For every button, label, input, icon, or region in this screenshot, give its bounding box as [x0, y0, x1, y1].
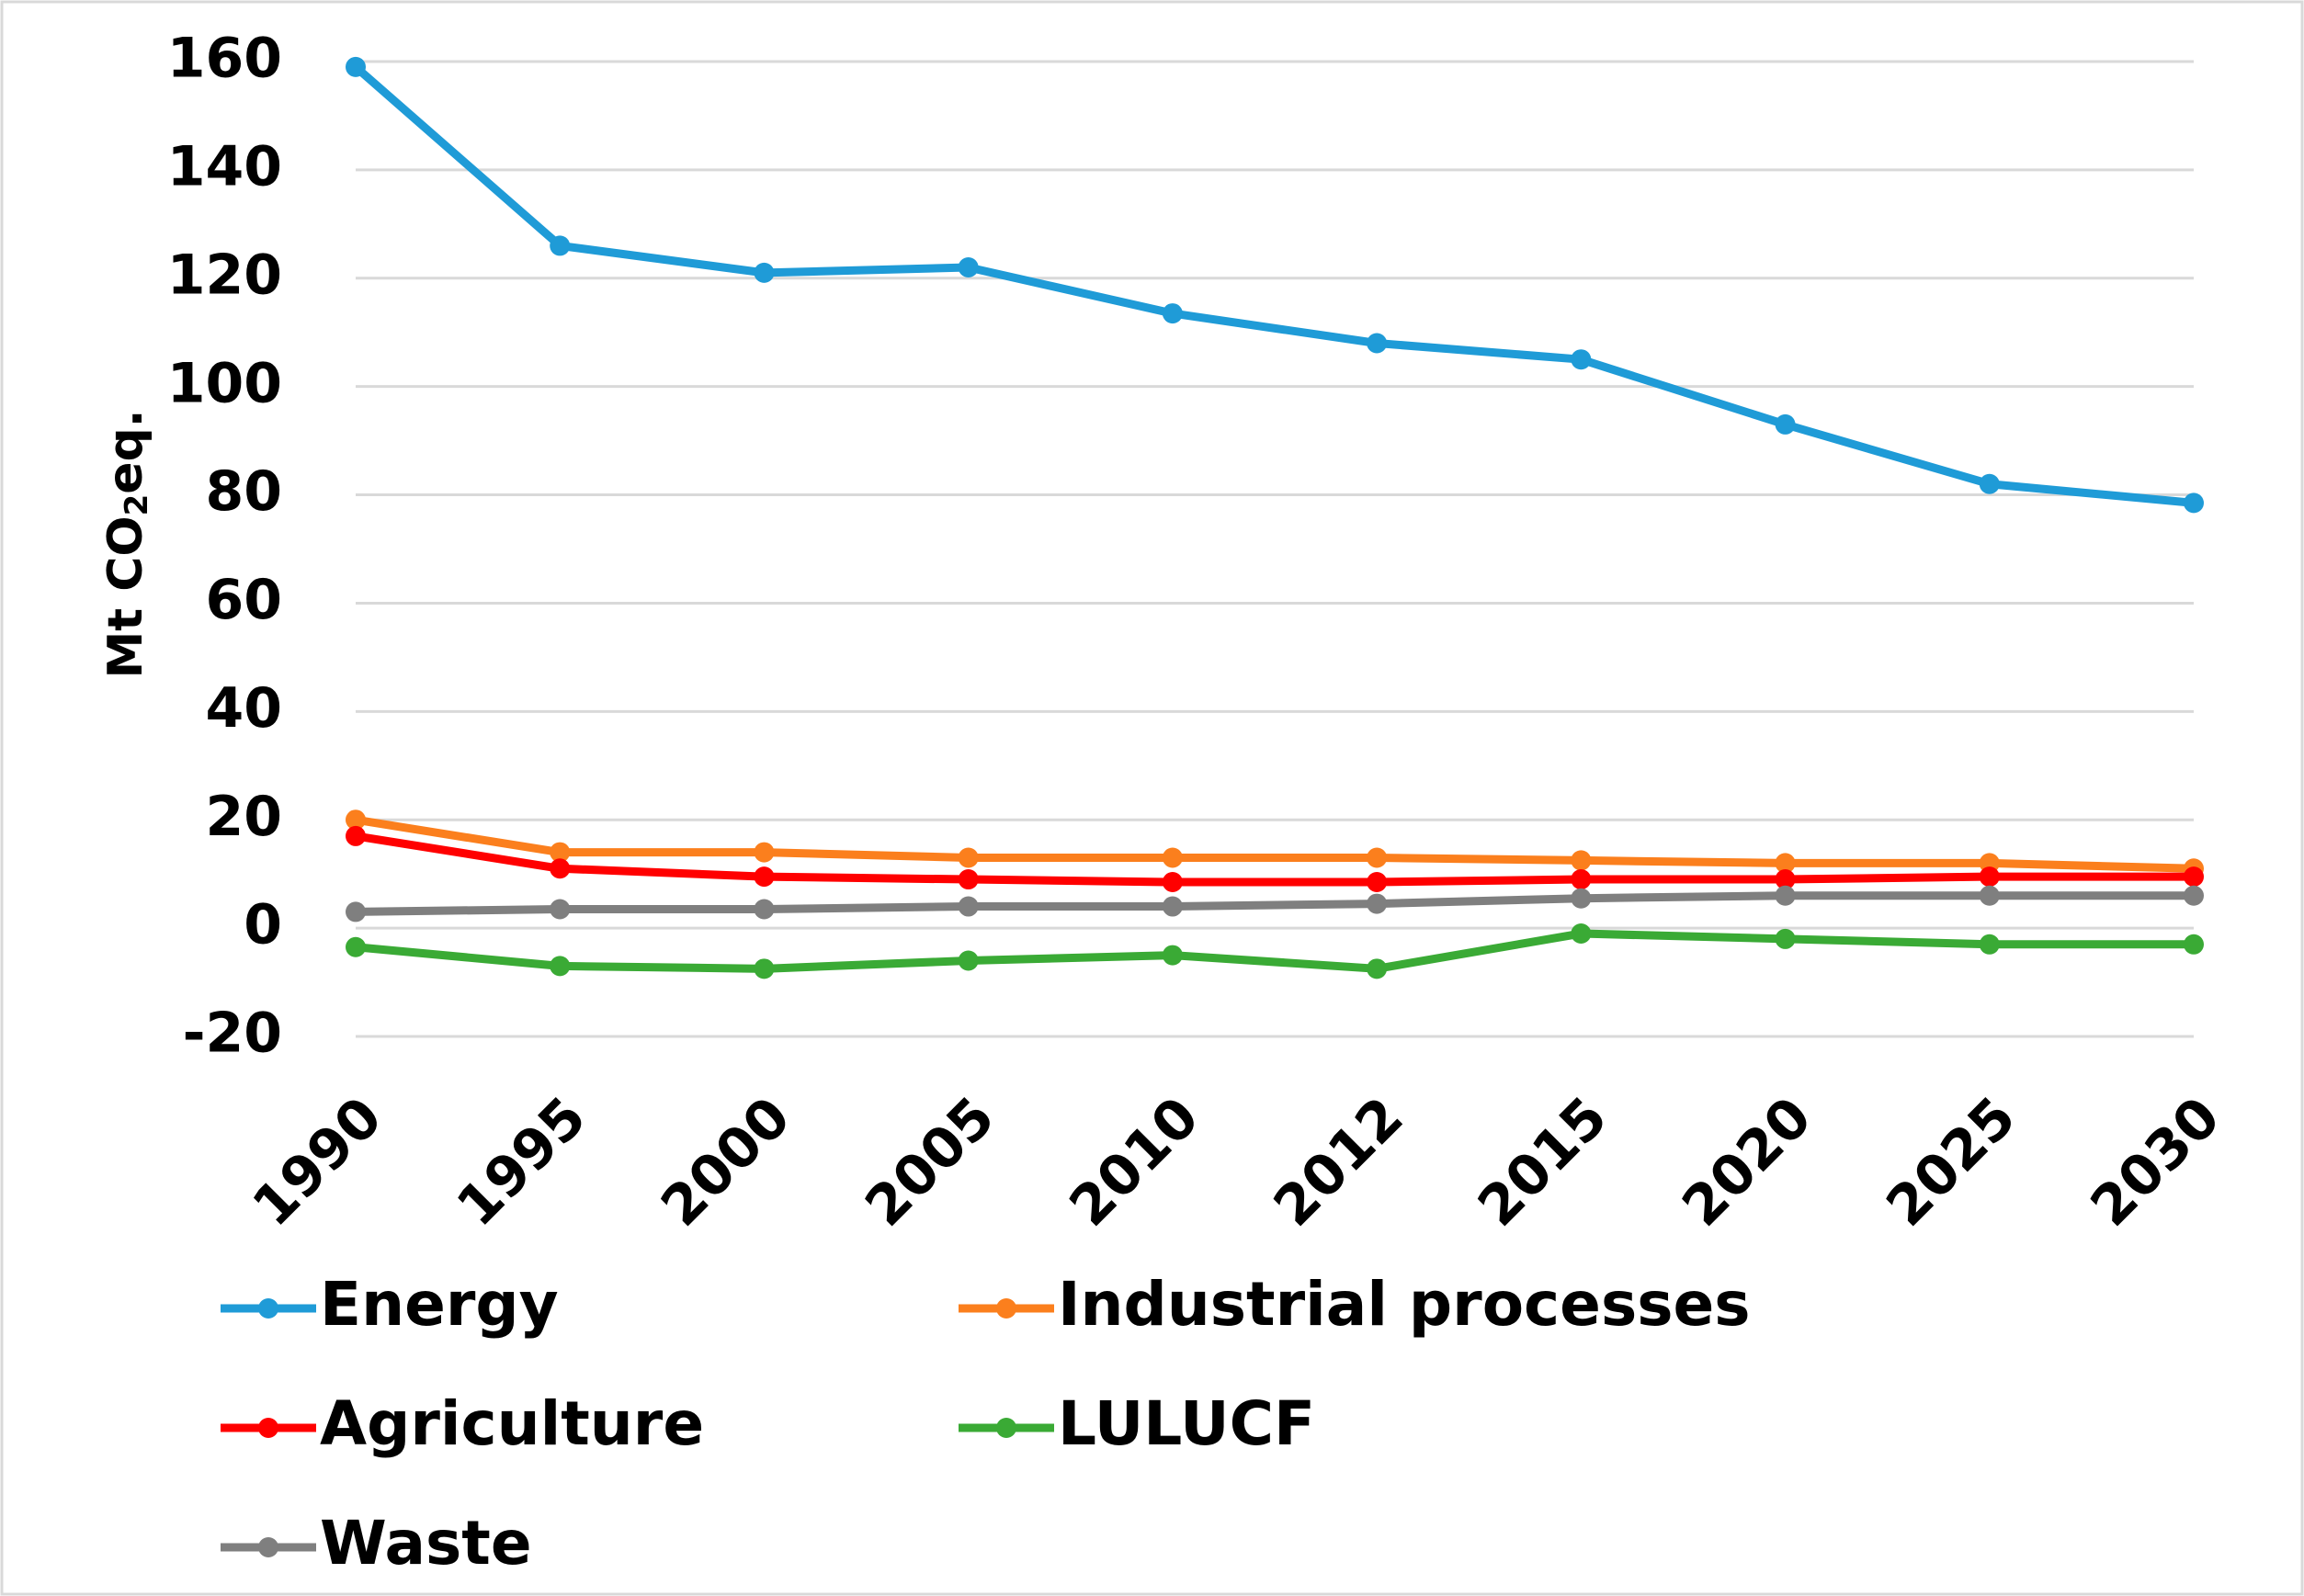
- legend-item: Waste: [221, 1508, 532, 1579]
- y-tick-label: 60: [206, 568, 283, 632]
- data-point: [2184, 866, 2204, 888]
- y-axis-label-sub: 2: [119, 494, 155, 516]
- data-point: [1979, 934, 2000, 955]
- data-point: [1162, 872, 1183, 893]
- data-point: [1571, 869, 1592, 890]
- legend-item: Energy: [221, 1269, 559, 1340]
- data-point: [958, 950, 979, 971]
- legend-label: LULUCF: [1058, 1388, 1315, 1459]
- legend-marker: [258, 1298, 278, 1319]
- y-tick-label: 120: [167, 243, 282, 307]
- data-point: [1162, 303, 1183, 324]
- y-tick-label: -20: [183, 1002, 282, 1066]
- data-point: [2184, 934, 2204, 955]
- y-tick-label: 100: [167, 351, 282, 415]
- legend-marker: [996, 1418, 1016, 1438]
- y-tick-label: 80: [206, 459, 283, 524]
- data-point: [754, 842, 775, 863]
- data-point: [550, 858, 571, 879]
- y-axis-label-part: Mt CO: [98, 515, 153, 678]
- series-line: [355, 832, 2194, 887]
- y-tick-label: 40: [206, 676, 283, 741]
- legend-item: Agriculture: [221, 1388, 704, 1459]
- y-tick-label: 20: [206, 785, 283, 849]
- y-axis-label: Mt CO2eq.: [98, 410, 155, 679]
- data-point: [346, 901, 366, 923]
- data-point: [958, 847, 979, 868]
- data-point: [1571, 349, 1592, 370]
- data-point: [346, 825, 366, 846]
- data-point: [1979, 885, 2000, 906]
- data-point: [754, 899, 775, 920]
- data-point: [2184, 885, 2204, 906]
- data-point: [1162, 896, 1183, 917]
- data-point: [754, 866, 775, 888]
- data-point: [1571, 923, 1592, 945]
- data-point: [550, 235, 571, 256]
- legend-item: Industrial processes: [959, 1269, 1751, 1340]
- data-point: [754, 958, 775, 979]
- legend-item: LULUCF: [959, 1388, 1315, 1459]
- data-point: [1775, 413, 1796, 435]
- data-point: [1979, 866, 2000, 888]
- series-line: [355, 929, 2194, 973]
- data-point: [346, 56, 366, 77]
- legend-marker: [258, 1418, 278, 1438]
- data-point: [346, 809, 366, 831]
- data-point: [1775, 885, 1796, 906]
- data-point: [754, 262, 775, 283]
- series-line: [353, 63, 2195, 507]
- series-line: [355, 891, 2194, 916]
- y-tick-label: 160: [167, 27, 282, 91]
- y-axis-label-part: eq.: [98, 410, 153, 494]
- data-point: [550, 899, 571, 920]
- legend-marker: [258, 1537, 278, 1557]
- data-point: [958, 256, 979, 277]
- legend-label: Energy: [320, 1269, 559, 1340]
- legend-marker: [996, 1298, 1016, 1319]
- y-tick-label: 0: [244, 893, 282, 957]
- data-point: [958, 896, 979, 917]
- data-point: [1775, 928, 1796, 949]
- data-point: [1367, 847, 1388, 868]
- data-point: [550, 956, 571, 977]
- legend-label: Waste: [320, 1508, 532, 1579]
- data-point: [1571, 850, 1592, 871]
- data-point: [1775, 869, 1796, 890]
- data-point: [1367, 958, 1388, 979]
- data-point: [1162, 847, 1183, 868]
- data-point: [1162, 945, 1183, 966]
- data-point: [1367, 893, 1388, 914]
- data-point: [346, 936, 366, 957]
- data-point: [958, 869, 979, 890]
- y-tick-label: 140: [167, 134, 282, 198]
- data-point: [1367, 872, 1388, 893]
- data-point: [1775, 853, 1796, 874]
- legend-label: Industrial processes: [1058, 1269, 1751, 1340]
- series-line: [355, 815, 2195, 873]
- data-point: [1367, 333, 1388, 354]
- data-point: [550, 842, 571, 863]
- data-point: [1979, 473, 2000, 494]
- legend-label: Agriculture: [320, 1388, 704, 1459]
- data-point: [2184, 492, 2204, 514]
- data-point: [1571, 888, 1592, 909]
